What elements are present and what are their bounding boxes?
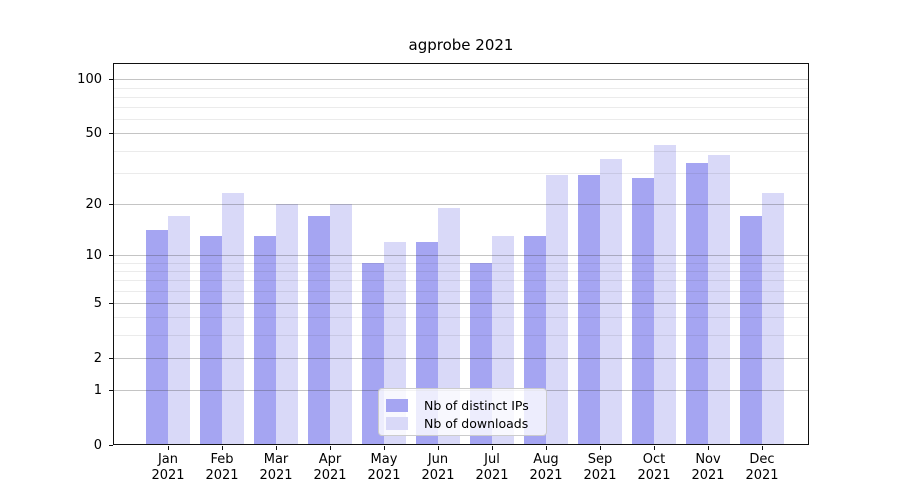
x-tick-label-sep: Sep 2021 (573, 452, 627, 484)
x-tick-label-aug: Aug 2021 (519, 452, 573, 484)
gridline-major-100 (113, 79, 809, 81)
bar-nb-of-distinct-ips-oct (632, 178, 654, 445)
x-tick-year-jul: 2021 (475, 468, 509, 483)
y-tick-label-1: 1 (93, 383, 102, 399)
x-tick-mark-jul (492, 446, 493, 450)
gridline-minor-8 (113, 270, 809, 272)
bar-nb-of-downloads-apr (330, 203, 352, 445)
gridline-minor-9 (113, 262, 809, 264)
y-tick-mark-10 (109, 254, 113, 256)
x-tick-mark-jun (438, 446, 439, 450)
bar-nb-of-distinct-ips-jan (146, 230, 168, 445)
gridline-minor-4 (113, 317, 809, 319)
bar-nb-of-downloads-jan (168, 215, 190, 445)
gridline-minor-70 (113, 107, 809, 109)
legend-swatch-downloads (386, 416, 408, 430)
legend-label-downloads: Nb of downloads (424, 415, 529, 431)
x-tick-mark-aug (546, 446, 547, 450)
gridline-major-10 (113, 254, 809, 256)
x-tick-mark-feb (222, 446, 223, 450)
bar-nb-of-distinct-ips-sep (578, 175, 600, 445)
x-tick-mark-sep (600, 446, 601, 450)
gridline-minor-80 (113, 96, 809, 98)
y-tick-mark-50 (109, 133, 113, 135)
x-tick-mark-dec (762, 446, 763, 450)
x-tick-label-dec: Dec 2021 (735, 452, 789, 484)
bar-nb-of-downloads-jun (438, 207, 460, 445)
y-tick-label-5: 5 (93, 296, 102, 311)
gridline-minor-7 (113, 280, 809, 282)
y-tick-label-20: 20 (85, 196, 102, 212)
bar-nb-of-downloads-aug (546, 175, 568, 445)
y-tick-label-0: 0 (93, 438, 102, 453)
bar-nb-of-distinct-ips-feb (200, 235, 222, 445)
y-tick-label-10: 10 (85, 247, 102, 263)
y-tick-label-50: 50 (85, 126, 102, 142)
y-tick-mark-2 (109, 357, 113, 359)
bar-nb-of-distinct-ips-nov (686, 163, 708, 445)
legend-swatch-distinct-ips (386, 398, 408, 412)
gridline-minor-3 (113, 335, 809, 337)
y-tick-mark-100 (109, 79, 113, 81)
x-tick-label-apr: Apr 2021 (303, 452, 357, 484)
x-tick-year-may: 2021 (367, 468, 401, 483)
x-tick-mark-apr (330, 446, 331, 450)
x-tick-year-nov: 2021 (691, 468, 725, 483)
x-tick-year-mar: 2021 (259, 468, 293, 483)
gridline-major-20 (113, 203, 809, 205)
bar-nb-of-downloads-mar (276, 203, 298, 445)
gridline-minor-6 (113, 290, 809, 292)
bar-nb-of-downloads-feb (222, 193, 244, 445)
x-tick-year-feb: 2021 (205, 468, 239, 483)
bar-nb-of-downloads-sep (600, 158, 622, 445)
y-tick-mark-20 (109, 203, 113, 205)
x-tick-label-jun: Jun 2021 (411, 452, 465, 484)
x-tick-year-jun: 2021 (421, 468, 455, 483)
gridline-major-2 (113, 357, 809, 359)
y-tick-label-100: 100 (77, 72, 102, 88)
gridline-minor-90 (113, 87, 809, 89)
legend-item-downloads: Nb of downloads (386, 414, 538, 432)
bar-nb-of-distinct-ips-apr (308, 215, 330, 445)
chart-title: agprobe 2021 (408, 36, 514, 54)
gridline-major-5 (113, 303, 809, 304)
x-tick-year-oct: 2021 (637, 468, 671, 483)
bar-nb-of-downloads-nov (708, 154, 730, 445)
bar-nb-of-distinct-ips-dec (740, 215, 762, 445)
x-tick-label-feb: Feb 2021 (195, 452, 249, 484)
x-tick-year-aug: 2021 (529, 468, 563, 483)
x-tick-label-mar: Mar 2021 (249, 452, 303, 484)
x-tick-year-dec: 2021 (745, 468, 779, 483)
x-tick-label-jan: Jan 2021 (141, 452, 195, 484)
x-tick-mark-nov (708, 446, 709, 450)
legend-item-distinct-ips: Nb of distinct IPs (386, 396, 538, 414)
bar-nb-of-downloads-oct (654, 145, 676, 445)
x-tick-year-jan: 2021 (151, 468, 185, 483)
x-tick-mark-mar (276, 446, 277, 450)
gridline-minor-60 (113, 119, 809, 121)
gridline-minor-40 (113, 150, 809, 152)
y-tick-mark-1 (109, 390, 113, 392)
x-tick-year-apr: 2021 (313, 468, 347, 483)
x-tick-label-may: May 2021 (357, 452, 411, 484)
gridline-major-50 (113, 133, 809, 135)
gridline-minor-30 (113, 172, 809, 174)
x-tick-label-nov: Nov 2021 (681, 452, 735, 484)
x-tick-year-sep: 2021 (583, 468, 617, 483)
x-tick-mark-may (384, 446, 385, 450)
bar-nb-of-downloads-dec (762, 193, 784, 445)
y-tick-label-2: 2 (93, 350, 102, 366)
x-tick-mark-oct (654, 446, 655, 450)
legend-label-distinct-ips: Nb of distinct IPs (424, 397, 529, 413)
y-tick-mark-5 (109, 303, 113, 304)
bar-nb-of-distinct-ips-mar (254, 235, 276, 445)
x-tick-mark-jan (168, 446, 169, 450)
y-tick-mark-0 (109, 445, 113, 446)
x-tick-label-oct: Oct 2021 (627, 452, 681, 484)
legend: Nb of distinct IPs Nb of downloads (378, 388, 547, 436)
x-tick-label-jul: Jul 2021 (465, 452, 519, 484)
